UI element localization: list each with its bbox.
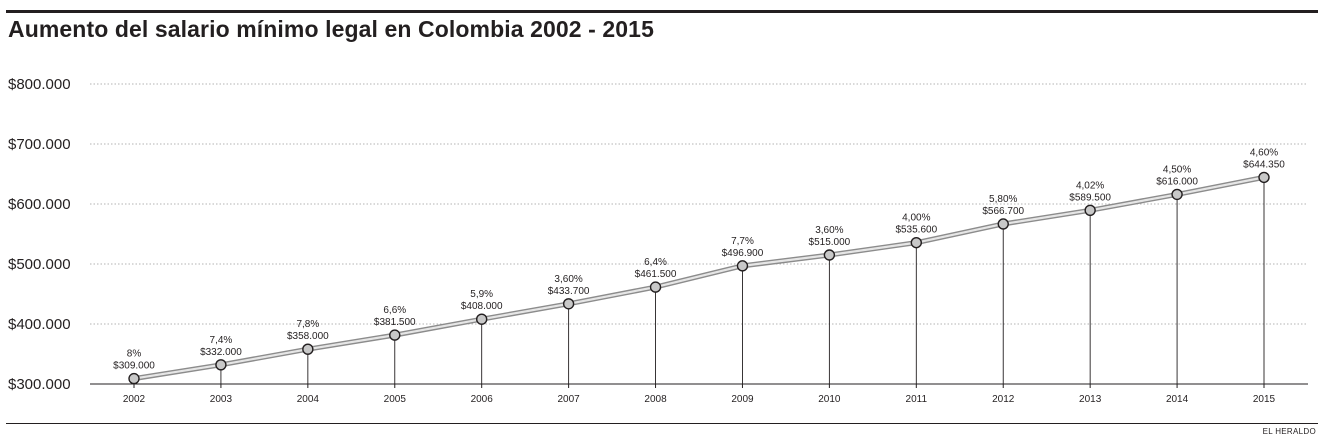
data-point <box>128 372 140 385</box>
top-rule <box>6 10 1318 13</box>
increase-label: 6,6% <box>383 305 406 316</box>
x-tick-label: 2015 <box>1253 394 1276 405</box>
x-tick-label: 2004 <box>297 394 320 405</box>
x-tick-label: 2014 <box>1166 394 1189 405</box>
data-point <box>997 218 1009 230</box>
data-point <box>823 249 836 261</box>
x-tick-label: 2005 <box>384 394 407 405</box>
y-tick-label: $800.000 <box>8 76 71 93</box>
value-label: $309.000 <box>113 361 155 372</box>
chart-title: Aumento del salario mínimo legal en Colo… <box>8 16 654 42</box>
line-chart: $800.000 $700.000 $600.000 $500.000 $400.000… <box>8 76 1308 405</box>
x-tick-label: 2011 <box>906 394 928 405</box>
x-tick-label: 2007 <box>557 394 580 405</box>
y-tick-label: $400.000 <box>8 316 71 333</box>
value-label: $535.600 <box>895 225 937 236</box>
data-point <box>1084 204 1096 217</box>
value-label: $515.000 <box>809 237 851 248</box>
data-point <box>1258 171 1270 184</box>
increase-label: 4,00% <box>902 213 930 224</box>
y-tick-label: $600.000 <box>8 196 71 213</box>
value-label: $381.500 <box>374 317 416 328</box>
increase-label: 6,4% <box>644 257 667 268</box>
x-tick-label: 2008 <box>644 394 667 405</box>
x-tick-label: 2010 <box>818 394 841 405</box>
increase-label: 3,60% <box>815 225 843 236</box>
data-point <box>736 260 749 272</box>
value-label: $566.700 <box>982 206 1024 217</box>
data-point <box>910 236 923 249</box>
value-label: $433.700 <box>548 286 590 297</box>
data-point <box>475 313 488 325</box>
value-label: $616.000 <box>1156 176 1198 187</box>
x-tick-label: 2013 <box>1079 394 1102 405</box>
series-line <box>133 176 1265 380</box>
x-tick-label: 2006 <box>471 394 494 405</box>
increase-label: 4,02% <box>1076 180 1104 191</box>
increase-label: 5,9% <box>470 289 493 300</box>
increase-label: 4,50% <box>1163 164 1191 175</box>
data-point <box>302 343 314 355</box>
value-label: $408.000 <box>461 301 503 312</box>
increase-label: 5,80% <box>989 194 1017 205</box>
value-label: $589.500 <box>1069 192 1111 203</box>
x-tick-label: 2012 <box>992 394 1015 405</box>
x-tick-label: 2003 <box>210 394 233 405</box>
x-tick-label: 2002 <box>123 394 146 405</box>
data-point <box>389 329 401 341</box>
x-tick-label: 2009 <box>731 394 754 405</box>
value-label: $332.000 <box>200 347 242 358</box>
y-tick-label: $300.000 <box>8 376 71 393</box>
increase-label: 3,60% <box>554 274 582 285</box>
data-point <box>215 359 227 371</box>
value-label: $644.350 <box>1243 159 1285 170</box>
data-point <box>649 281 662 293</box>
increase-label: 4,60% <box>1250 147 1278 158</box>
increase-label: 7,8% <box>296 319 319 330</box>
data-point <box>1171 188 1183 201</box>
value-label: $358.000 <box>287 331 329 342</box>
increase-label: 7,4% <box>210 335 233 346</box>
data-point <box>562 298 575 310</box>
value-label: $496.900 <box>722 248 764 259</box>
increase-label: 7,7% <box>731 236 754 247</box>
y-tick-label: $700.000 <box>8 136 71 153</box>
y-tick-label: $500.000 <box>8 256 71 273</box>
source-credit: EL HERALDO <box>1262 427 1316 436</box>
bottom-rule <box>6 423 1318 424</box>
value-label: $461.500 <box>635 269 677 280</box>
increase-label: 8% <box>127 349 142 360</box>
